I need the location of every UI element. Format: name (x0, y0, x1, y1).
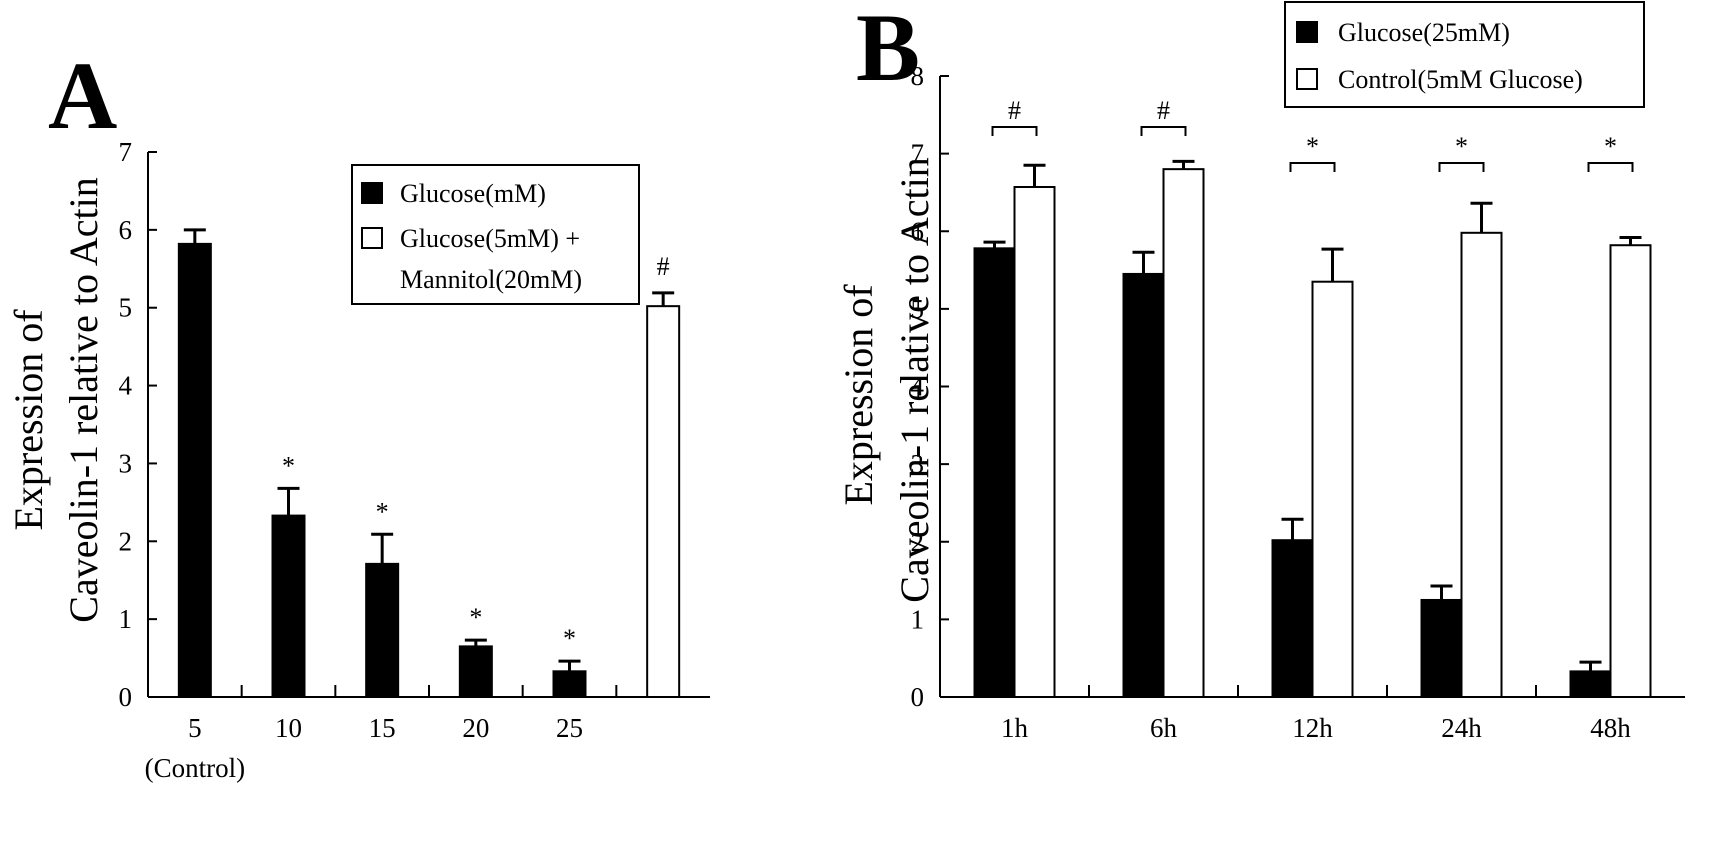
panel-a-bar (646, 305, 681, 698)
panel-a-significance-mark: * (282, 451, 295, 480)
panel-a-bar (177, 242, 212, 698)
panel-b-comparison-bracket (1438, 162, 1485, 172)
panel-a-ytick-label: 1 (119, 604, 133, 634)
panel-b-bar (1122, 272, 1165, 698)
panel-b-letter: B (856, 0, 920, 101)
panel-b-ytick-label: 8 (911, 61, 925, 91)
panel-b-bar (1271, 539, 1314, 699)
panel-b-bar (1569, 670, 1612, 698)
panel-b-comparison-bracket (1140, 126, 1187, 136)
panel-a-ytick-label: 6 (119, 215, 133, 245)
panel-a-xtick-sublabel: (Control) (145, 753, 246, 783)
panel-b-ytick-label: 6 (911, 216, 925, 246)
panel-a-ytick-label: 7 (119, 137, 133, 167)
panel-b-comparison-bracket (991, 126, 1038, 136)
panel-b-legend-label-glucose: Glucose(25mM) (1338, 18, 1510, 47)
panel-a-bar (365, 562, 400, 698)
panel-a-legend-label-glucose: Glucose(mM) (400, 179, 546, 208)
panel-a-xtick-label: 20 (462, 713, 489, 743)
panel-a-legend-label-mannitol-2: Mannitol(20mM) (400, 265, 582, 294)
panel-a-bar (458, 645, 493, 699)
panel-a-legend: Glucose(mM) Glucose(5mM) + Mannitol(20mM… (351, 164, 640, 305)
panel-a-legend-frame (351, 164, 640, 305)
panel-b-ylabel-line1: Expression of (836, 284, 881, 506)
panel-a-bar (552, 670, 587, 698)
panel-a-ytick-label: 5 (119, 293, 133, 323)
panel-b-significance-mark: * (1455, 132, 1468, 161)
panel-a-xtick-label: 25 (556, 713, 583, 743)
panel-a-significance-mark: * (376, 497, 389, 526)
panel-a-legend-swatch-mannitol (361, 227, 383, 249)
panel-b-significance-mark: * (1604, 132, 1617, 161)
panel-b-bar (1162, 168, 1205, 698)
panel-b-bar (1013, 186, 1056, 698)
panel-b-bar (1311, 280, 1354, 698)
panel-a-ylabel-line1: Expression of (6, 309, 51, 531)
panel-a-xtick-label: 15 (369, 713, 396, 743)
panel-a-significance-mark: # (657, 252, 670, 281)
panel-a-ytick-label: 3 (119, 448, 133, 478)
panel-b-xtick-label: 24h (1441, 713, 1482, 743)
panel-a-ytick-label: 4 (119, 371, 133, 401)
panel-b-ytick-label: 3 (911, 449, 925, 479)
panel-a-legend-swatch-glucose (361, 182, 383, 204)
panel-b-comparison-bracket (1289, 162, 1336, 172)
panel-b-legend-frame (1284, 1, 1645, 108)
panel-b-bar (973, 247, 1016, 698)
panel-a-plot: 0 1 2 3 4 5 6 7 5 (Control) 10 15 20 25 * * * * # (119, 137, 710, 783)
panel-b-significance-mark: # (1157, 96, 1170, 125)
panel-b-legend-swatch-glucose (1296, 21, 1318, 43)
panel-b-bar (1609, 244, 1652, 698)
panel-a-legend-label-mannitol-1: Glucose(5mM) + (400, 224, 580, 253)
panel-b-ytick-label: 1 (911, 604, 925, 634)
panel-a-ylabel-line2: Caveolin-1 relative to Actin (61, 177, 106, 622)
panel-a-letter: A (48, 42, 117, 149)
panel-a-ytick-label: 2 (119, 526, 133, 556)
panel-b-xtick-label: 48h (1590, 713, 1631, 743)
panel-a-significance-mark: * (563, 624, 576, 653)
panel-b-legend-label-control: Control(5mM Glucose) (1338, 65, 1583, 94)
panel-b-comparison-bracket (1587, 162, 1634, 172)
panel-b-bar (1420, 598, 1463, 698)
panel-b-ytick-label: 2 (911, 527, 925, 557)
panel-b-ytick-label: 4 (911, 372, 925, 402)
panel-b-significance-mark: # (1008, 96, 1021, 125)
panel-a-xtick-label: 5 (188, 713, 202, 743)
panel-a-bar (271, 514, 306, 698)
panel-a-ytick-label: 0 (119, 682, 133, 712)
panel-b-xtick-label: 1h (1001, 713, 1029, 743)
panel-b-plot: 0 1 2 3 4 5 6 7 8 1h 6h 12h 24h 48h # # * * * (911, 61, 1685, 743)
panel-b-ytick-label: 5 (911, 294, 925, 324)
panel-b-significance-mark: * (1306, 132, 1319, 161)
panel-b-xtick-label: 6h (1150, 713, 1178, 743)
panel-a-significance-mark: * (469, 603, 482, 632)
panel-b-legend: Glucose(25mM) Control(5mM Glucose) (1284, 1, 1645, 108)
panel-b-ylabel-line2: Caveolin-1 relative to Actin (892, 157, 937, 602)
panel-b-bar (1460, 231, 1503, 699)
panel-b-xtick-label: 12h (1292, 713, 1333, 743)
panel-b-legend-swatch-control (1296, 68, 1318, 90)
panel-a-xtick-label: 10 (275, 713, 302, 743)
panel-b-ytick-label: 7 (911, 139, 925, 169)
panel-b-ytick-label: 0 (911, 682, 925, 712)
